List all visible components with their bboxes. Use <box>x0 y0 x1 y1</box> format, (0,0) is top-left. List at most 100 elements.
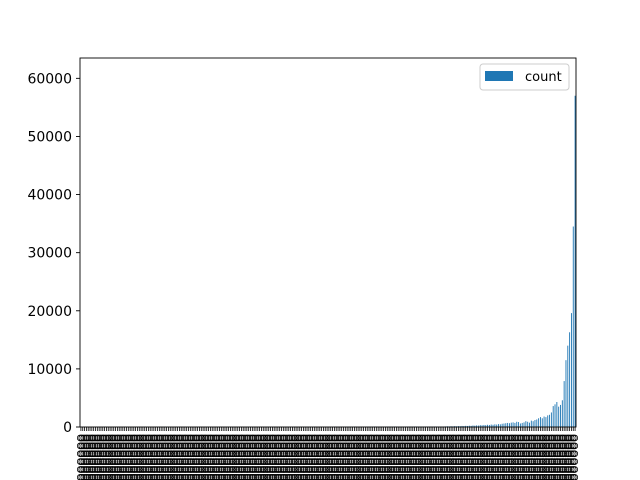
x-tick-label: OOOOOOOO <box>98 434 109 480</box>
x-tick-label: OOOOOOOO <box>488 434 499 480</box>
bar <box>523 422 525 427</box>
x-tick-label: OOOOOOOO <box>366 434 377 480</box>
x-tick-label: OOOOOOOO <box>495 434 506 480</box>
x-tick-label: OOOOOOOO <box>424 434 435 480</box>
bar <box>532 421 534 427</box>
x-tick-label: OOOOOOOO <box>413 434 424 480</box>
x-tick-label: OOOOOOOO <box>220 434 231 480</box>
x-tick-label: OOOOOOOO <box>386 434 397 480</box>
x-tick-label: OOOOOOOO <box>114 434 125 480</box>
x-tick-label: OOOOOOOO <box>559 434 570 480</box>
x-tick-label: OOOOOOOO <box>561 434 572 480</box>
x-tick-label: OOOOOOOO <box>92 434 103 480</box>
x-tick-label: OOOOOOOO <box>406 434 417 480</box>
x-tick-label: OOOOOOOO <box>107 434 118 480</box>
x-tick-label: OOOOOOOO <box>198 434 209 480</box>
x-tick-label: OOOOOOOO <box>384 434 395 480</box>
x-tick-label: OOOOOOOO <box>165 434 176 480</box>
x-tick-label: OOOOOOOO <box>87 434 98 480</box>
x-tick-label: OOOOOOOO <box>275 434 286 480</box>
x-tick-label: OOOOOOOO <box>280 434 291 480</box>
x-tick-label: OOOOOOOO <box>205 434 216 480</box>
x-tick-label: OOOOOOOO <box>490 434 501 480</box>
x-tick-label: OOOOOOOO <box>185 434 196 480</box>
x-tick-label: OOOOOOOO <box>466 434 477 480</box>
x-tick-label: OOOOOOOO <box>382 434 393 480</box>
x-tick-label: OOOOOOOO <box>455 434 466 480</box>
bar <box>476 425 478 427</box>
x-tick-label: OOOOOOOO <box>227 434 238 480</box>
x-tick-label: OOOOOOOO <box>78 434 89 480</box>
x-tick-label: OOOOOOOO <box>433 434 444 480</box>
bar <box>543 416 545 427</box>
bar <box>508 423 510 427</box>
bar <box>516 421 518 427</box>
bar <box>470 425 472 427</box>
x-tick-label: OOOOOOOO <box>545 434 556 480</box>
bar <box>556 402 558 427</box>
x-tick-label: OOOOOOOO <box>390 434 401 480</box>
bar <box>467 425 468 427</box>
x-tick-label: OOOOOOOO <box>309 434 320 480</box>
x-tick-label: OOOOOOOO <box>459 434 470 480</box>
x-tick-label: OOOOOOOO <box>266 434 277 480</box>
x-tick-label: OOOOOOOO <box>253 434 264 480</box>
x-axis: OOOOOOOOOOOOOOOOOOOOOOOOOOOOOOOOOOOOOOOO… <box>76 427 581 480</box>
x-tick-label: OOOOOOOO <box>557 434 568 480</box>
x-tick-label: OOOOOOOO <box>373 434 384 480</box>
x-tick-label: OOOOOOOO <box>136 434 147 480</box>
x-tick-label: OOOOOOOO <box>422 434 433 480</box>
bar <box>525 421 527 427</box>
x-tick-label: OOOOOOOO <box>242 434 253 480</box>
x-tick-label: OOOOOOOO <box>122 434 133 480</box>
x-tick-label: OOOOOOOO <box>80 434 91 480</box>
x-tick-label: OOOOOOOO <box>193 434 204 480</box>
bar <box>505 423 507 427</box>
x-tick-label: OOOOOOOO <box>129 434 140 480</box>
x-tick-label: OOOOOOOO <box>391 434 402 480</box>
x-tick-label: OOOOOOOO <box>380 434 391 480</box>
x-tick-label: OOOOOOOO <box>457 434 468 480</box>
x-tick-label: OOOOOOOO <box>81 434 92 480</box>
x-tick-label: OOOOOOOO <box>446 434 457 480</box>
x-tick-label: OOOOOOOO <box>224 434 235 480</box>
x-tick-label: OOOOOOOO <box>182 434 193 480</box>
x-tick-label: OOOOOOOO <box>76 434 87 480</box>
x-tick-label: OOOOOOOO <box>244 434 255 480</box>
bar <box>539 417 541 427</box>
x-tick-label: OOOOOOOO <box>494 434 505 480</box>
x-tick-label: OOOOOOOO <box>231 434 242 480</box>
bar <box>463 426 465 427</box>
bar <box>468 425 470 427</box>
x-tick-label: OOOOOOOO <box>317 434 328 480</box>
x-tick-label: OOOOOOOO <box>357 434 368 480</box>
x-tick-label: OOOOOOOO <box>475 434 486 480</box>
x-tick-label: OOOOOOOO <box>258 434 269 480</box>
x-tick-label: OOOOOOOO <box>293 434 304 480</box>
x-tick-label: OOOOOOOO <box>298 434 309 480</box>
x-tick-label: OOOOOOOO <box>377 434 388 480</box>
x-tick-label: OOOOOOOO <box>360 434 371 480</box>
x-tick-label: OOOOOOOO <box>328 434 339 480</box>
x-tick-label: OOOOOOOO <box>83 434 94 480</box>
x-tick-label: OOOOOOOO <box>512 434 523 480</box>
x-tick-label: OOOOOOOO <box>428 434 439 480</box>
bars <box>80 95 576 428</box>
x-tick-label: OOOOOOOO <box>171 434 182 480</box>
x-tick-label: OOOOOOOO <box>143 434 154 480</box>
x-tick-label: OOOOOOOO <box>537 434 548 480</box>
bar <box>565 360 567 427</box>
x-tick-label: OOOOOOOO <box>187 434 198 480</box>
bar <box>545 417 547 427</box>
bar <box>477 425 479 427</box>
x-tick-label: OOOOOOOO <box>302 434 313 480</box>
x-tick-label: OOOOOOOO <box>426 434 437 480</box>
bar <box>521 422 523 427</box>
bar <box>503 423 505 427</box>
x-tick-label: OOOOOOOO <box>131 434 142 480</box>
x-tick-label: OOOOOOOO <box>450 434 461 480</box>
x-tick-label: OOOOOOOO <box>479 434 490 480</box>
bar <box>510 422 512 427</box>
